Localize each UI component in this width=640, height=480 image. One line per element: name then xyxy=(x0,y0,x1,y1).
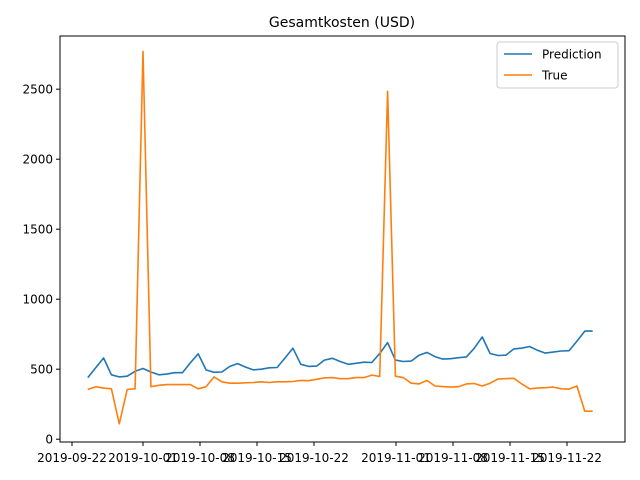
y-tick-label: 500 xyxy=(30,363,53,377)
series-line-prediction xyxy=(87,330,593,379)
x-tick-label: 2019-10-01 xyxy=(108,451,178,465)
series-line-true xyxy=(87,50,593,425)
legend-label-true: True xyxy=(541,69,568,83)
x-tick-label: 2019-09-22 xyxy=(37,451,107,465)
chart-title: Gesamtkosten (USD) xyxy=(269,15,415,31)
y-tick-label: 0 xyxy=(45,433,53,447)
x-axis: 2019-09-22 2019-10-012019-10-082019-10-15… xyxy=(37,442,602,465)
x-tick-label: 2019-10-22 xyxy=(279,451,349,465)
legend: Prediction True xyxy=(496,41,619,89)
x-tick-label: 2019-11-22 xyxy=(532,451,602,465)
y-tick-label: 2000 xyxy=(22,153,53,167)
x-tick-label: 2019-10-15 xyxy=(222,451,292,465)
y-tick-label: 1500 xyxy=(22,223,53,237)
x-tick-label: 2019-10-08 xyxy=(165,451,235,465)
x-tick-label: 2019-11-08 xyxy=(418,451,488,465)
x-tick-label: 2019-11-01 xyxy=(361,451,431,465)
y-axis: 0 500 1000 1500 2000 2500 xyxy=(22,83,60,447)
plot-frame xyxy=(59,35,626,443)
plot-lines xyxy=(87,50,593,425)
legend-label-prediction: Prediction xyxy=(542,48,602,62)
x-tick-label: 2019-11-15 xyxy=(475,451,545,465)
y-tick-label: 1000 xyxy=(22,293,53,307)
y-tick-label: 2500 xyxy=(22,83,53,97)
